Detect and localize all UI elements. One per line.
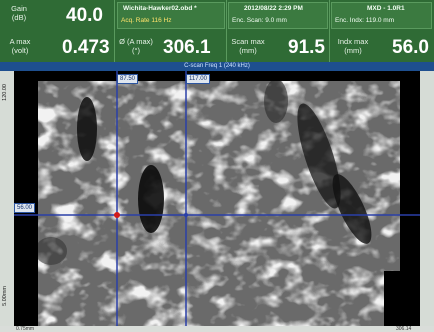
cscan-image[interactable] [14,71,420,326]
cursor-y-tag[interactable]: 56.00 [14,203,36,213]
x-ruler[interactable] [0,326,434,332]
indxmax-value[interactable]: 56.0 [392,37,429,58]
gain-value[interactable]: 40.0 [66,5,103,26]
device-id: MXD - 1.0R1 [367,5,405,12]
acq-rate: Acq. Rate 116 Hz [121,17,172,24]
x-left-label: 0.75mm [16,326,35,332]
y-ruler[interactable] [0,71,14,326]
amax-value[interactable]: 0.473 [62,37,110,58]
enc-indx: Enc. Indx: 119.0 mm [335,17,395,24]
file-strip [117,2,225,29]
phase-value[interactable]: 306.1 [163,37,211,58]
date-strip [228,2,328,29]
view-title-bar [0,62,434,71]
phase-label: Ø (A max) (°) [119,37,153,55]
scanmax-value[interactable]: 91.5 [288,37,325,58]
x-right-label: 306.14 [396,326,412,332]
cursor-x1-tag[interactable]: 87.50 [117,74,139,84]
file-name: Wichita-Hawker02.obd * [123,5,197,12]
scanmax-label: Scan max (mm) [231,37,265,55]
y-bottom-label: 5.00mm [2,286,8,306]
view-title: C-scan Freq 1 (240 kHz) [184,63,250,69]
amax-label: A max (volt) [9,37,31,55]
device-strip [331,2,432,29]
enc-scan: Enc. Scan: 9.0 mm [232,17,287,24]
color-scale-bar[interactable] [420,71,434,326]
indxmax-label: Indx max (mm) [337,37,369,55]
datetime: 2012/08/22 2:29 PM [244,5,303,12]
cscan-texture [14,71,420,326]
y-top-label: 120.00 [2,84,8,101]
gain-label: Gain (dB) [11,4,27,22]
cursor-x2-tag[interactable]: 117.00 [186,74,210,84]
